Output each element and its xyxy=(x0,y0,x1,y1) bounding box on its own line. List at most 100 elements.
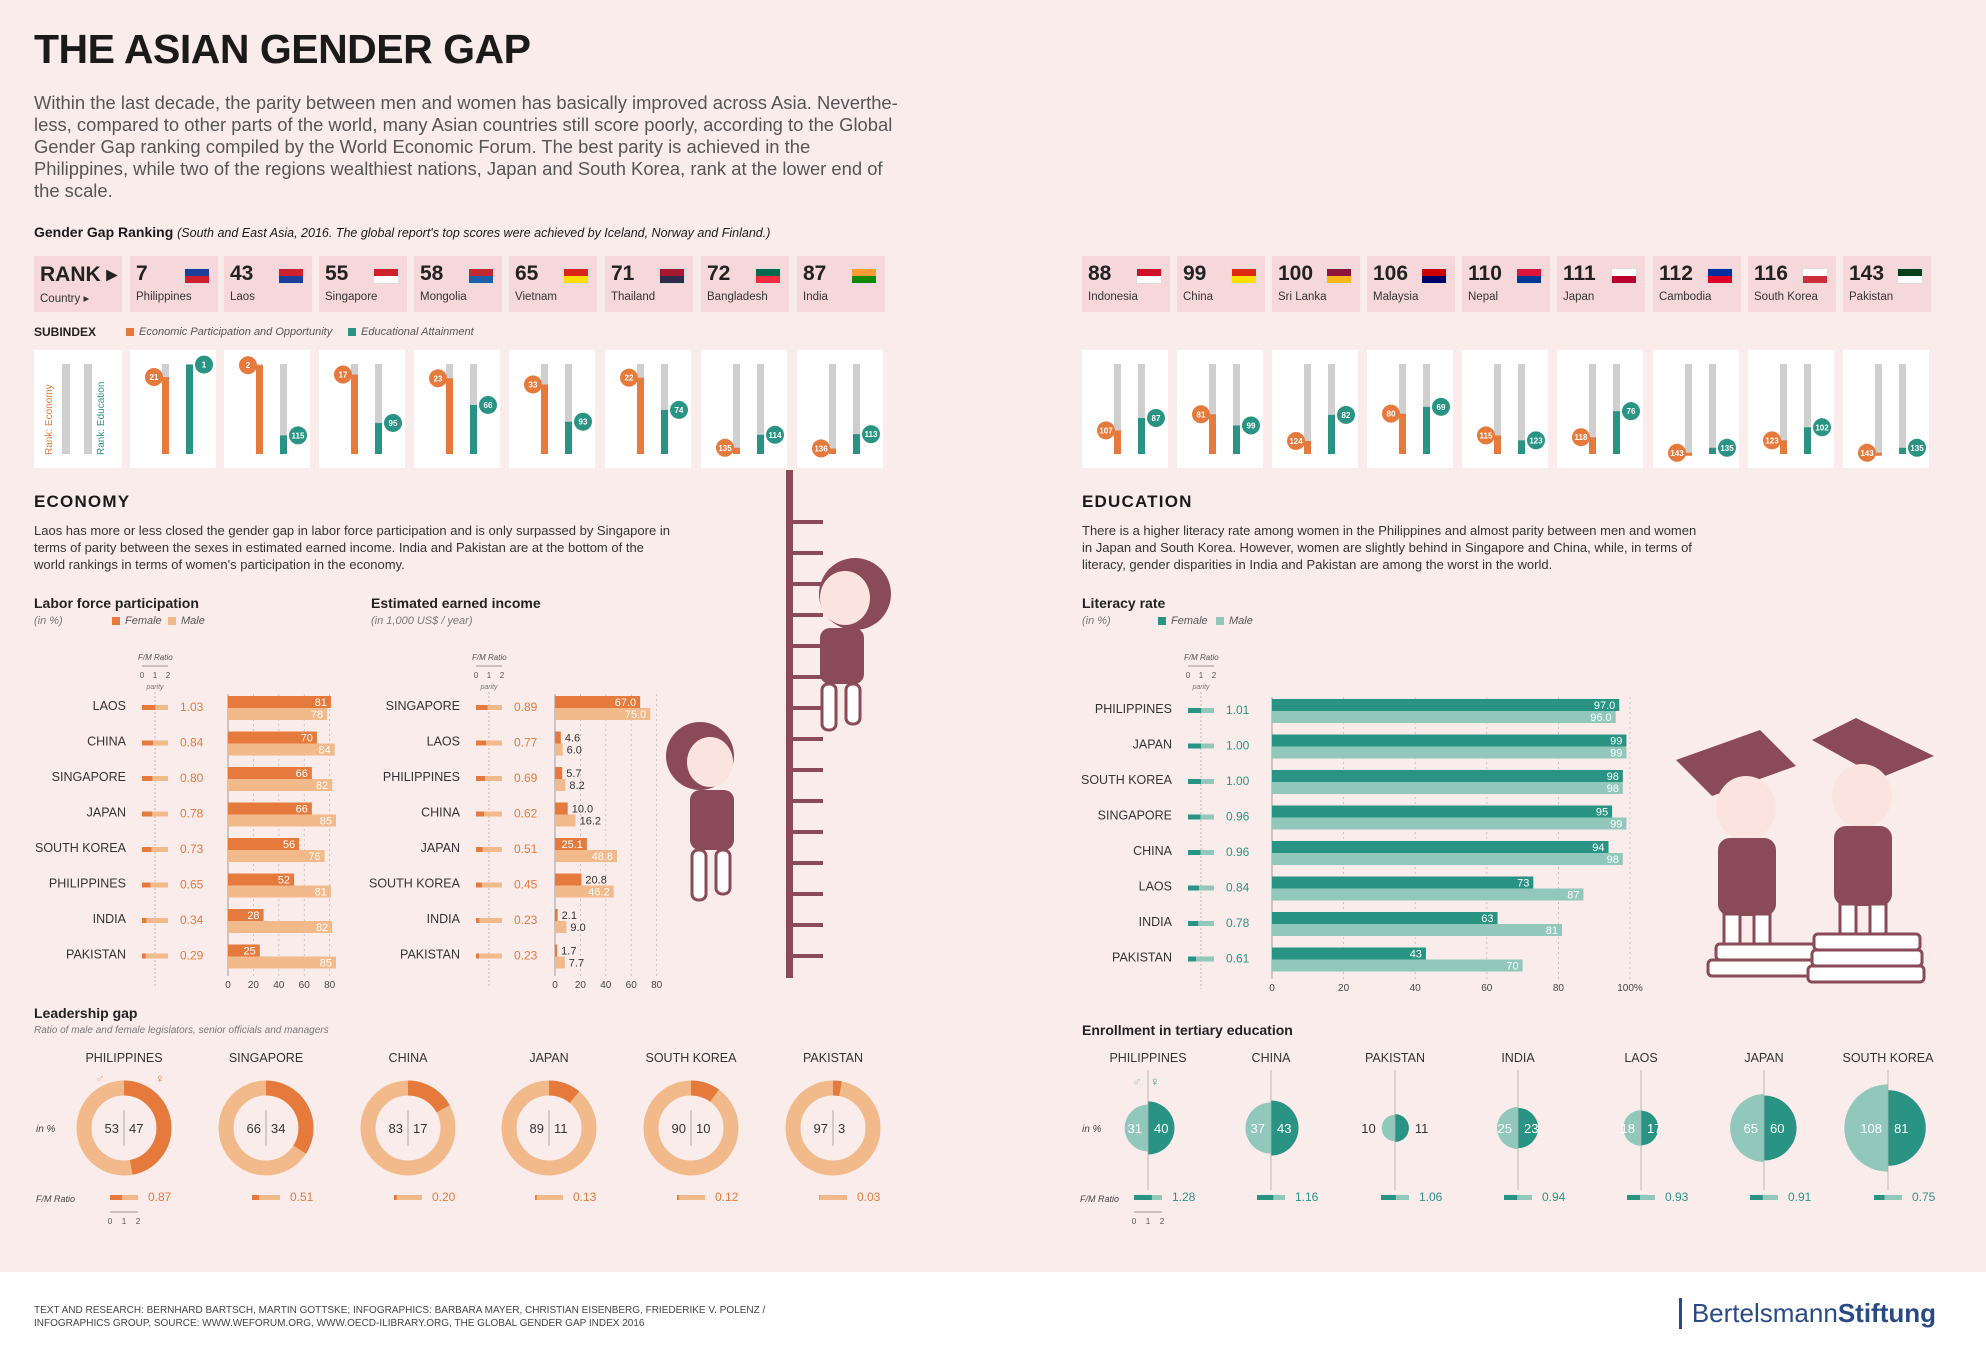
donut-female-value: 10 xyxy=(696,1121,710,1136)
economy-track xyxy=(733,364,740,454)
labor-legend-male-label: Male xyxy=(181,615,205,627)
rank-number: 143 xyxy=(1849,262,1885,285)
tertiary-male-value: 37 xyxy=(1251,1121,1265,1136)
education-rank-badge xyxy=(384,413,402,432)
literacy-legend-male: Male xyxy=(1216,615,1253,627)
female-value-label: 5.7 xyxy=(566,768,581,780)
economy-bar xyxy=(1494,435,1501,454)
tertiary-male-value: 18 xyxy=(1621,1121,1635,1136)
ratio-bar xyxy=(142,705,156,710)
female-bar xyxy=(1272,947,1426,960)
page-title: THE ASIAN GENDER GAP xyxy=(34,26,531,72)
rank-number: 112 xyxy=(1659,262,1693,285)
parity-label: parity xyxy=(479,684,498,691)
education-rank-badge xyxy=(574,412,592,431)
legend-education-swatch xyxy=(348,328,356,336)
economy-track xyxy=(1589,364,1596,454)
male-value-label: 84 xyxy=(318,745,330,757)
ratio-track xyxy=(1188,814,1214,820)
ladder-rung xyxy=(793,613,823,617)
labor-chart-subtitle: (in %) xyxy=(34,615,63,627)
economy-rank-value: 143 xyxy=(1860,449,1874,458)
country-flag-icon xyxy=(278,268,304,284)
ladder-rung xyxy=(793,892,823,896)
subindex-card xyxy=(1748,350,1834,468)
ratio-scale-tick: 0 xyxy=(1186,671,1191,680)
male-value-label: 76 xyxy=(308,851,320,863)
education-text: There is a higher literacy rate among wo… xyxy=(1082,523,1697,572)
ratio-bar xyxy=(476,953,479,959)
donut-female-arc xyxy=(785,1080,881,1176)
rank-card: 71 Thailand xyxy=(605,256,693,312)
rank-number: 99 xyxy=(1183,262,1207,285)
logo-part-b: Stiftung xyxy=(1837,1298,1936,1328)
male-bar xyxy=(555,850,618,862)
category-label: SINGAPORE xyxy=(52,770,126,784)
economy-bar xyxy=(637,377,644,454)
x-tick-label: 40 xyxy=(600,980,612,991)
ratio-scale-tick: 2 xyxy=(500,671,505,680)
leadership-country-label: SOUTH KOREA xyxy=(646,1051,738,1065)
tertiary-ratio-bar xyxy=(1257,1195,1274,1200)
ratio-bar xyxy=(1188,850,1201,855)
rank-country-name: Thailand xyxy=(611,291,656,303)
legend-bar-economy xyxy=(62,364,70,454)
male-bar xyxy=(228,885,331,898)
education-bar xyxy=(1138,418,1145,454)
female-value-label: 52 xyxy=(278,875,290,887)
legend-education-label: Educational Attainment xyxy=(361,326,474,338)
graduate-left-face xyxy=(1716,776,1776,840)
ratio-value: 0.96 xyxy=(1226,845,1250,859)
income-chart-subtitle: (in 1,000 US$ / year) xyxy=(371,615,473,627)
tertiary-country-label: JAPAN xyxy=(1744,1051,1783,1065)
ratio-value: 0.23 xyxy=(514,913,538,927)
rank-card: 112 Cambodia xyxy=(1653,256,1741,312)
female-bar xyxy=(228,838,300,850)
education-bar xyxy=(565,421,572,454)
education-track xyxy=(1899,364,1906,454)
tertiary-female-value: 81 xyxy=(1894,1121,1908,1136)
leadership-ratio-bar xyxy=(394,1195,397,1200)
donut-male-value: 66 xyxy=(247,1121,261,1136)
ratio-scale-tick: 0 xyxy=(474,671,479,680)
ratio-value: 0.84 xyxy=(180,736,204,750)
category-label: PHILIPPINES xyxy=(1095,702,1172,716)
tertiary-ratio-bar xyxy=(1750,1195,1763,1200)
male-value-label: 6.0 xyxy=(567,745,582,757)
ratio-value: 1.00 xyxy=(1226,774,1250,788)
economy-rank-badge xyxy=(1382,404,1400,423)
economy-bar xyxy=(351,374,358,454)
education-rank-value: 99 xyxy=(1247,421,1256,430)
legend-economy: Economic Participation and Opportunity xyxy=(126,326,332,338)
economy-rank-badge xyxy=(620,368,638,387)
ratio-value: 1.01 xyxy=(1226,703,1250,717)
economy-rank-badge xyxy=(1668,443,1686,462)
country-flag-icon xyxy=(1231,268,1257,284)
tertiary-female-half xyxy=(1148,1101,1175,1155)
ratio-bar xyxy=(1188,708,1202,713)
economy-track xyxy=(1209,364,1216,454)
education-rank-badge xyxy=(766,425,784,444)
female-bar xyxy=(228,767,312,779)
leadership-scale-tick: 1 xyxy=(122,1217,127,1226)
ratio-value: 0.77 xyxy=(514,736,538,750)
ratio-value: 0.89 xyxy=(514,700,538,714)
ratio-track xyxy=(476,705,502,710)
female-bar xyxy=(1272,876,1534,889)
male-value-label: 16.2 xyxy=(580,816,601,828)
economy-rank-badge xyxy=(1287,431,1305,450)
tertiary-male-half xyxy=(1124,1104,1148,1152)
tertiary-scale-tick: 1 xyxy=(1146,1217,1151,1226)
literacy-legend-female-label: Female xyxy=(1171,615,1208,627)
male-value-label: 70 xyxy=(1506,961,1518,973)
fm-ratio-header: F/M Ratio xyxy=(472,653,507,662)
education-bar xyxy=(853,434,860,454)
graduate-left-body xyxy=(1718,838,1776,916)
economy-rank-badge xyxy=(145,368,163,387)
category-label: LAOS xyxy=(427,735,460,749)
rank-number: 72 xyxy=(707,262,731,285)
subindex-card xyxy=(1177,350,1263,468)
education-bar xyxy=(1328,414,1335,454)
rank-country-name: Cambodia xyxy=(1659,291,1712,303)
country-flag-icon xyxy=(1516,268,1542,284)
